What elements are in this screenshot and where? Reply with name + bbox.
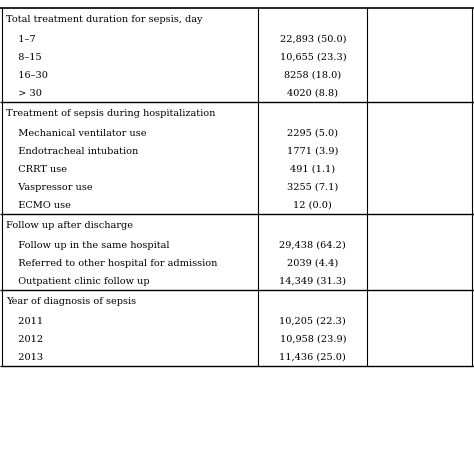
Text: 2295 (5.0): 2295 (5.0) — [287, 128, 338, 137]
Text: 11,436 (25.0): 11,436 (25.0) — [280, 353, 346, 362]
Text: Outpatient clinic follow up: Outpatient clinic follow up — [12, 276, 150, 285]
Text: Treatment of sepsis during hospitalization: Treatment of sepsis during hospitalizati… — [6, 109, 216, 118]
Text: Total treatment duration for sepsis, day: Total treatment duration for sepsis, day — [6, 15, 203, 24]
Text: 1771 (3.9): 1771 (3.9) — [287, 146, 338, 155]
Text: 8–15: 8–15 — [12, 53, 42, 62]
Text: Referred to other hospital for admission: Referred to other hospital for admission — [12, 258, 218, 267]
Text: 16–30: 16–30 — [12, 71, 48, 80]
Text: 2011: 2011 — [12, 317, 44, 326]
Text: 491 (1.1): 491 (1.1) — [290, 164, 336, 173]
Text: 10,205 (22.3): 10,205 (22.3) — [280, 317, 346, 326]
Text: 22,893 (50.0): 22,893 (50.0) — [280, 35, 346, 44]
Text: Follow up after discharge: Follow up after discharge — [6, 220, 133, 229]
Text: 10,958 (23.9): 10,958 (23.9) — [280, 335, 346, 344]
Text: Year of diagnosis of sepsis: Year of diagnosis of sepsis — [6, 297, 137, 306]
Text: 8258 (18.0): 8258 (18.0) — [284, 71, 341, 80]
Text: 1–7: 1–7 — [12, 35, 36, 44]
Text: 12 (0.0): 12 (0.0) — [293, 201, 332, 210]
Text: CRRT use: CRRT use — [12, 164, 67, 173]
Text: Vaspressor use: Vaspressor use — [12, 182, 93, 191]
Text: 4020 (8.8): 4020 (8.8) — [287, 89, 338, 98]
Text: Mechanical ventilator use: Mechanical ventilator use — [12, 128, 147, 137]
Text: 14,349 (31.3): 14,349 (31.3) — [279, 276, 346, 285]
Text: ECMO use: ECMO use — [12, 201, 71, 210]
Text: 2012: 2012 — [12, 335, 44, 344]
Text: > 30: > 30 — [12, 89, 42, 98]
Text: 2013: 2013 — [12, 353, 44, 362]
Text: 3255 (7.1): 3255 (7.1) — [287, 182, 338, 191]
Text: Endotracheal intubation: Endotracheal intubation — [12, 146, 138, 155]
Text: Follow up in the same hospital: Follow up in the same hospital — [12, 240, 170, 249]
Text: 10,655 (23.3): 10,655 (23.3) — [280, 53, 346, 62]
Text: 2039 (4.4): 2039 (4.4) — [287, 258, 338, 267]
Text: 29,438 (64.2): 29,438 (64.2) — [280, 240, 346, 249]
